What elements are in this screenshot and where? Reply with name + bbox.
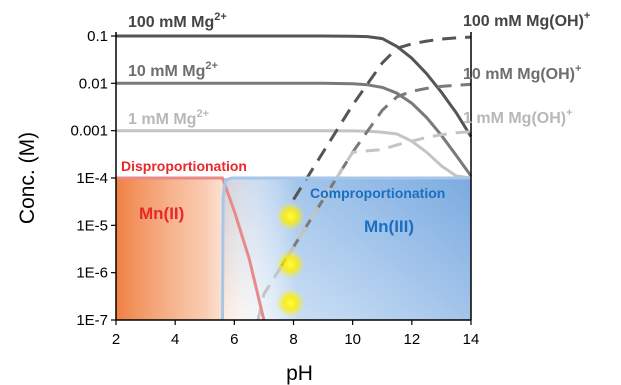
x-tick-label: 14 — [463, 331, 480, 348]
label-10mM-mg-sup: 2+ — [205, 60, 218, 72]
x-tick-label: 2 — [112, 331, 120, 348]
label-comproportionation: Comproportionation — [310, 185, 445, 201]
y-tick-label: 1E-4 — [76, 170, 108, 187]
glow-spot-mid — [276, 250, 305, 279]
label-mn3: Mn(III) — [364, 217, 414, 236]
label-100mM-mg-sup: 2+ — [214, 11, 227, 23]
label-10mM-mgoh: 10 mM Mg(OH)+ — [463, 63, 581, 83]
label-10mM-mgoh-sup: + — [575, 63, 581, 75]
label-100mM-mgoh: 100 mM Mg(OH)+ — [463, 10, 590, 30]
series-line-mn-ii — [116, 176, 266, 321]
y-tick-label: 0.1 — [87, 28, 108, 45]
label-100mM-mg: 100 mM Mg2+ — [128, 11, 227, 31]
label-1mM-mg: 1 mM Mg2+ — [128, 108, 209, 128]
series-line-mn-iii — [221, 176, 471, 321]
series-line-10-mm-mg2 — [116, 81, 473, 177]
label-mn2: Mn(II) — [139, 204, 184, 223]
y-tick-label: 1E-5 — [76, 217, 108, 234]
glow-layer — [276, 202, 305, 317]
x-tick-label: 8 — [289, 331, 297, 348]
series-line-1-mm-mg2 — [116, 129, 472, 180]
label-1mM-mgoh: 1 mM Mg(OH)+ — [463, 107, 573, 127]
label-1mM-mg-sup: 2+ — [196, 108, 209, 120]
y-axis-title: Conc. (M) — [16, 132, 39, 224]
glow-spot-bottom — [276, 288, 305, 317]
x-tick-label: 6 — [230, 331, 238, 348]
x-tick-label: 12 — [403, 331, 420, 348]
x-tick-label: 4 — [171, 331, 179, 348]
y-tick-label: 1E-7 — [76, 312, 108, 329]
glow-spot-top — [276, 202, 305, 231]
series-line-100-mm-mg2 — [116, 34, 473, 138]
label-100mM-mgoh-sup: + — [584, 10, 590, 22]
axes-layer: 2 4 6 8 10 12 14 0.1 0.01 0.001 1E-4 1E-5 1E-6 1E-7 pH… — [16, 28, 479, 385]
series-line-100-mm-mg-oh — [292, 35, 472, 201]
y-tick-label: 0.001 — [70, 123, 108, 140]
x-axis-title: pH — [286, 362, 313, 385]
label-disproportionation: Disproportionation — [121, 158, 247, 174]
label-10mM-mg: 10 mM Mg2+ — [128, 60, 218, 80]
y-tick-label: 1E-6 — [76, 265, 108, 282]
labels-layer: 100 mM Mg2+ 10 mM Mg2+ 1 mM Mg2+ 100 mM Mg(… — [121, 10, 590, 236]
x-tick-label: 10 — [344, 331, 361, 348]
y-tick-label: 0.01 — [79, 75, 108, 92]
series-line-10-mm-mg-oh — [277, 82, 472, 272]
regions-layer — [116, 178, 471, 320]
label-1mM-mgoh-sup: + — [566, 107, 572, 119]
